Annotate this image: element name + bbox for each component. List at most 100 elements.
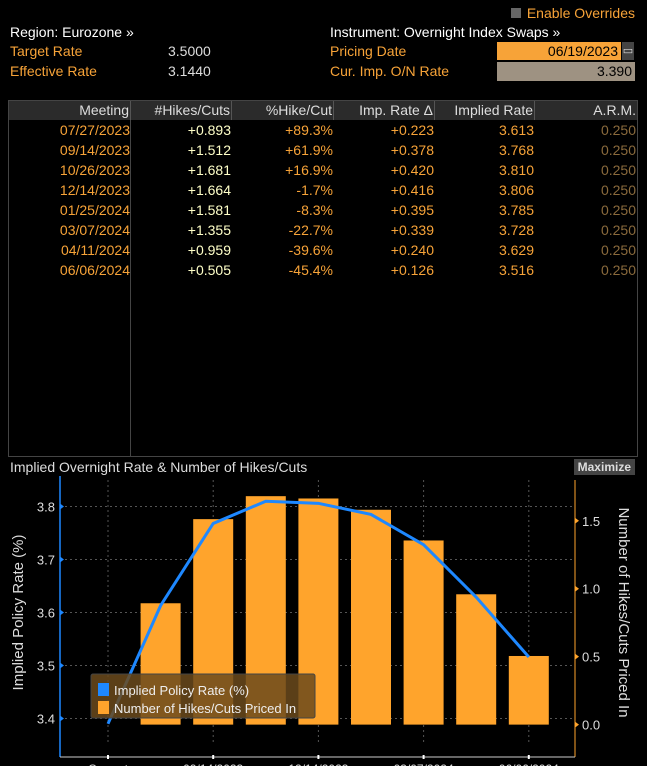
y-axis-right-label: Number of Hikes/Cuts Priced In xyxy=(615,507,632,717)
xtick: 06/06/2024 xyxy=(499,762,559,766)
tick-marker xyxy=(60,556,64,563)
ytick-left: 3.8 xyxy=(37,500,55,515)
tick-marker xyxy=(60,662,64,669)
table-cell: +1.664 xyxy=(187,182,231,198)
table-row[interactable]: 01/25/2024 +1.581 -8.3% +0.395 3.785 0.250 xyxy=(9,200,637,220)
effective-rate-label: Effective Rate xyxy=(10,63,97,79)
tick-marker xyxy=(575,721,579,728)
bar-03/07/2024 xyxy=(403,540,444,725)
chart-title: Implied Overnight Rate & Number of Hikes… xyxy=(10,459,308,475)
table-cell: +0.223 xyxy=(390,122,434,138)
bar-06/06/2024 xyxy=(508,655,549,725)
col-pct-hike[interactable]: %Hike/Cut xyxy=(232,101,334,120)
tick-marker xyxy=(60,609,64,616)
table-cell: -45.4% xyxy=(288,262,333,278)
table-cell: 3.516 xyxy=(498,262,534,278)
meetings-table: Meeting #Hikes/Cuts %Hike/Cut Imp. Rate … xyxy=(8,100,638,457)
table-row[interactable]: 09/14/2023 +1.512 +61.9% +0.378 3.768 0.250 xyxy=(9,140,637,160)
legend-swatch-bar xyxy=(98,701,109,714)
table-row[interactable]: 03/07/2024 +1.355 -22.7% +0.339 3.728 0.250 xyxy=(9,220,637,240)
table-cell: 09/14/2023 xyxy=(59,142,130,158)
legend-label-line: Implied Policy Rate (%) xyxy=(114,683,249,698)
table-cell: 03/07/2024 xyxy=(59,222,130,238)
table-cell: 0.250 xyxy=(600,122,636,138)
table-cell: 3.806 xyxy=(498,182,534,198)
table-row[interactable]: 12/14/2023 +1.664 -1.7% +0.416 3.806 0.250 xyxy=(9,180,637,200)
table-cell: 0.250 xyxy=(600,142,636,158)
tick-marker xyxy=(60,715,64,722)
table-header: Meeting #Hikes/Cuts %Hike/Cut Imp. Rate … xyxy=(9,101,637,120)
table-cell: 3.613 xyxy=(498,122,534,138)
table-cell: 0.250 xyxy=(600,222,636,238)
table-cell: 04/11/2024 xyxy=(60,242,130,258)
xtick: Current xyxy=(88,762,129,766)
table-cell: 0.250 xyxy=(600,242,636,258)
col-implied-rate[interactable]: Implied Rate xyxy=(435,101,535,120)
table-cell: +0.893 xyxy=(187,122,231,138)
ytick-left: 3.4 xyxy=(37,712,55,727)
pricing-date-label: Pricing Date xyxy=(330,43,407,59)
table-cell: +0.339 xyxy=(390,222,434,238)
table-cell: 3.728 xyxy=(498,222,534,238)
cur-rate-input[interactable]: 3.390 xyxy=(497,62,635,81)
table-row[interactable]: 07/27/2023 +0.893 +89.3% +0.223 3.613 0.250 xyxy=(9,120,637,140)
table-cell: 12/14/2023 xyxy=(59,182,130,198)
table-cell: 07/27/2023 xyxy=(59,122,130,138)
table-cell: 01/25/2024 xyxy=(59,202,130,218)
enable-overrides-checkbox[interactable]: Enable Overrides xyxy=(510,5,635,21)
ytick-right: 1.0 xyxy=(582,582,600,597)
table-cell: 06/06/2024 xyxy=(59,262,130,278)
table-cell: 0.250 xyxy=(600,162,636,178)
table-cell: 0.250 xyxy=(600,262,636,278)
xtick: 12/14/2023 xyxy=(288,762,348,766)
table-cell: +1.681 xyxy=(187,162,231,178)
tick-marker xyxy=(575,517,579,524)
col-arm[interactable]: A.R.M. xyxy=(593,102,636,118)
y-axis-left-label: Implied Policy Rate (%) xyxy=(10,535,27,691)
table-cell: 0.250 xyxy=(600,182,636,198)
table-cell: -39.6% xyxy=(288,242,333,258)
region-selector[interactable]: Region: Eurozone » xyxy=(10,24,134,40)
col-imp-rate-delta[interactable]: Imp. Rate Δ xyxy=(334,101,435,120)
table-cell: 3.629 xyxy=(498,242,534,258)
xtick: 03/07/2024 xyxy=(394,762,454,766)
table-row[interactable]: 04/11/2024 +0.959 -39.6% +0.240 3.629 0.250 xyxy=(9,240,637,260)
table-cell: 0.250 xyxy=(600,202,636,218)
table-cell: +0.959 xyxy=(187,242,231,258)
effective-rate-value: 3.1440 xyxy=(168,63,211,79)
table-cell: 10/26/2023 xyxy=(59,162,130,178)
target-rate-label: Target Rate xyxy=(10,43,83,59)
table-cell: -22.7% xyxy=(288,222,333,238)
table-cell: +0.378 xyxy=(390,142,434,158)
table-cell: 3.810 xyxy=(498,162,534,178)
col-meeting[interactable]: Meeting xyxy=(9,101,131,120)
table-row[interactable]: 06/06/2024 +0.505 -45.4% +0.126 3.516 0.250 xyxy=(9,260,637,280)
table-cell: +0.416 xyxy=(390,182,434,198)
cur-rate-label: Cur. Imp. O/N Rate xyxy=(330,63,450,79)
ytick-right: 0.5 xyxy=(582,650,600,665)
col-hikes[interactable]: #Hikes/Cuts xyxy=(131,101,232,120)
table-cell: +0.240 xyxy=(390,242,434,258)
enable-overrides-label: Enable Overrides xyxy=(526,5,635,21)
ytick-left: 3.5 xyxy=(37,659,55,674)
chart: 3.4 3.5 3.6 3.7 3.8 0.0 0.5 1.0 1.5 Current 09/14/… xyxy=(10,476,632,766)
table-cell: 3.768 xyxy=(498,142,534,158)
pricing-date-input[interactable]: 06/19/2023 xyxy=(497,42,621,60)
table-cell: +89.3% xyxy=(285,122,333,138)
ytick-right: 1.5 xyxy=(582,514,600,529)
ytick-right: 0.0 xyxy=(582,718,600,733)
tick-marker xyxy=(575,585,579,592)
table-cell: +0.505 xyxy=(187,262,231,278)
maximize-button[interactable]: Maximize xyxy=(573,459,635,475)
table-cell: 3.785 xyxy=(498,202,534,218)
xtick: 09/14/2023 xyxy=(183,762,243,766)
instrument-selector[interactable]: Instrument: Overnight Index Swaps » xyxy=(330,24,561,40)
target-rate-value: 3.5000 xyxy=(168,43,211,59)
table-cell: +0.420 xyxy=(390,162,434,178)
tick-marker xyxy=(575,653,579,660)
ytick-left: 3.6 xyxy=(37,606,55,621)
table-cell: -8.3% xyxy=(296,202,333,218)
table-row[interactable]: 10/26/2023 +1.681 +16.9% +0.420 3.810 0.250 xyxy=(9,160,637,180)
column-divider xyxy=(130,120,131,456)
calendar-icon[interactable]: ▭ xyxy=(622,42,634,60)
